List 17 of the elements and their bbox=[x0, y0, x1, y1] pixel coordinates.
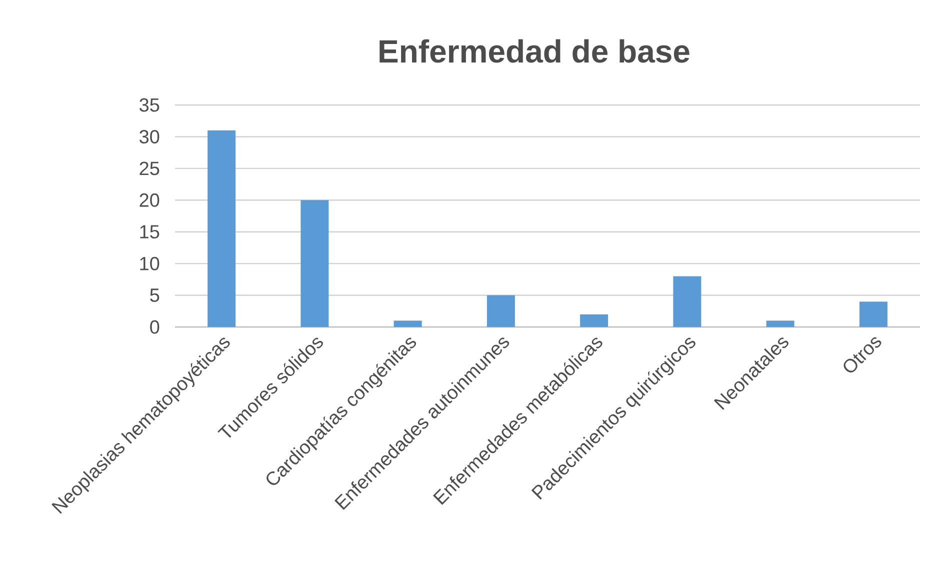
y-tick-label: 15 bbox=[140, 225, 160, 238]
bar bbox=[859, 302, 888, 328]
y-tick-label: 35 bbox=[140, 98, 160, 112]
chart-title: Enfermedad de base bbox=[380, 39, 690, 63]
bar bbox=[766, 320, 794, 328]
bar bbox=[486, 295, 515, 328]
y-tick-label: 20 bbox=[140, 193, 160, 207]
bar bbox=[580, 314, 608, 328]
y-tick-label: 10 bbox=[140, 256, 160, 270]
bar bbox=[208, 130, 236, 328]
bar bbox=[673, 276, 702, 328]
y-tick-label: 0 bbox=[150, 320, 160, 334]
y-tick-label: 30 bbox=[140, 130, 160, 144]
bar bbox=[300, 200, 329, 328]
y-tick-label: 5 bbox=[150, 288, 160, 302]
bar bbox=[394, 320, 422, 328]
y-tick-label: 25 bbox=[140, 162, 160, 176]
